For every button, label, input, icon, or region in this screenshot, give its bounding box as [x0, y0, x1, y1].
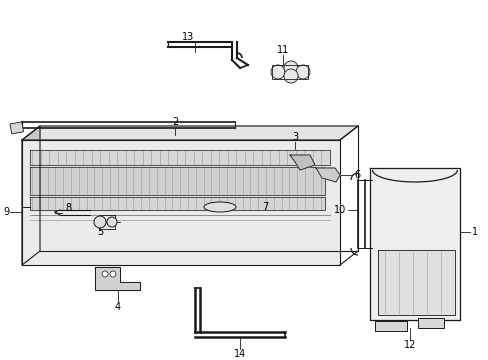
Bar: [417, 318, 443, 328]
Circle shape: [110, 271, 116, 277]
Circle shape: [284, 69, 297, 83]
Text: 12: 12: [403, 340, 415, 350]
Text: 3: 3: [291, 132, 298, 142]
Circle shape: [107, 217, 117, 227]
Polygon shape: [95, 267, 140, 290]
Bar: [271, 65, 307, 79]
Text: 13: 13: [182, 32, 194, 42]
Text: 8: 8: [65, 203, 71, 213]
Ellipse shape: [203, 202, 236, 212]
Circle shape: [94, 216, 106, 228]
Polygon shape: [289, 155, 314, 170]
Polygon shape: [369, 168, 459, 320]
Text: 4: 4: [115, 302, 121, 312]
Polygon shape: [315, 168, 339, 182]
Circle shape: [102, 271, 108, 277]
Text: 9: 9: [3, 207, 9, 217]
Polygon shape: [22, 140, 339, 265]
Text: 11: 11: [276, 45, 288, 55]
Polygon shape: [30, 150, 329, 165]
Bar: [374, 321, 406, 331]
Polygon shape: [22, 126, 40, 265]
Polygon shape: [377, 250, 454, 315]
Circle shape: [270, 65, 285, 79]
Text: 5: 5: [97, 227, 103, 237]
Polygon shape: [30, 167, 325, 195]
Polygon shape: [30, 197, 325, 210]
Circle shape: [284, 61, 297, 75]
Bar: [10, 122, 23, 134]
Text: 2: 2: [171, 117, 178, 127]
Text: 6: 6: [353, 170, 359, 180]
Text: 10: 10: [333, 205, 346, 215]
Text: 7: 7: [262, 202, 267, 212]
Text: 14: 14: [233, 349, 245, 359]
Text: 1: 1: [471, 227, 477, 237]
Circle shape: [295, 65, 309, 79]
Polygon shape: [22, 126, 357, 140]
